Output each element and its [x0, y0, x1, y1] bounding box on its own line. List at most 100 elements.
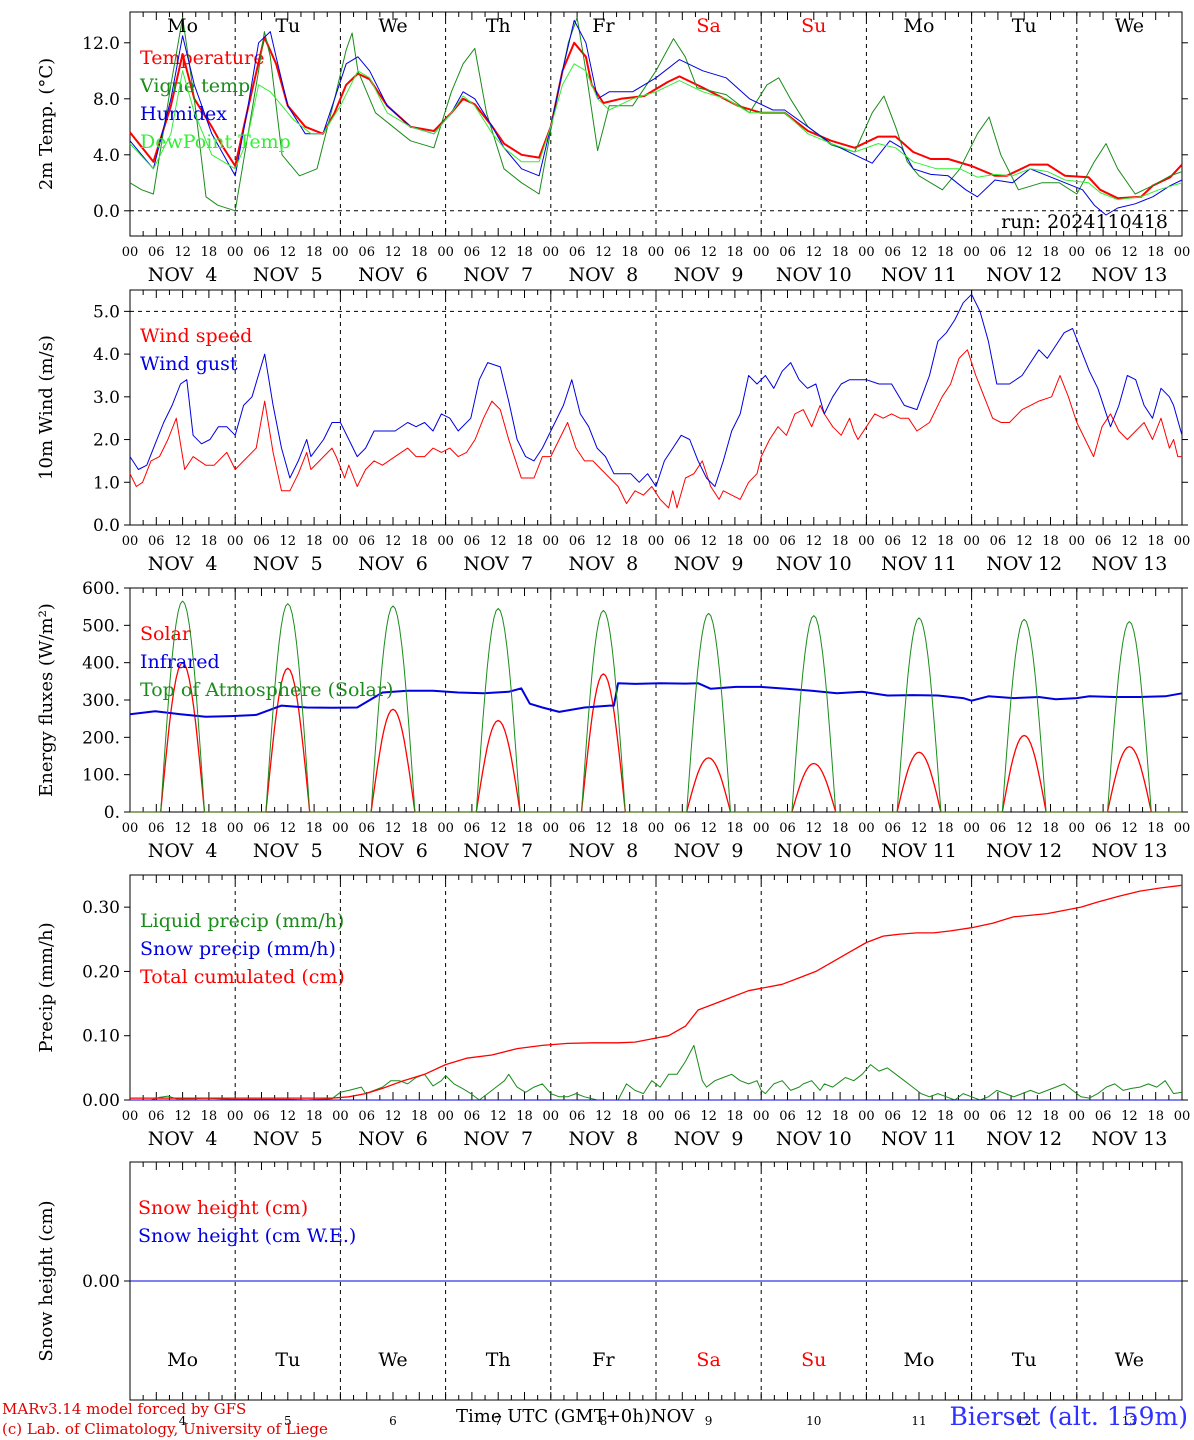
hour-tick-label: 06 [464, 534, 481, 549]
hour-tick-label: 18 [411, 1109, 428, 1124]
hour-tick-label: 00 [332, 1109, 349, 1124]
x-axis-title-text: Time UTC (GMT+0h) [456, 1406, 651, 1427]
day-number-label: 5 [284, 1414, 292, 1428]
hour-tick-label: 00 [858, 245, 875, 260]
day-name-label: Su [801, 15, 826, 37]
hour-tick-label: 06 [884, 1109, 901, 1124]
legend-snow-height-cm-w-e-: Snow height (cm W.E.) [138, 1225, 356, 1247]
lab-credit-line: (c) Lab. of Climatology, University of L… [2, 1420, 328, 1438]
x-axis-title: Time UTC (GMT+0h)NOV [456, 1406, 694, 1427]
hour-tick-label: 06 [1095, 1109, 1112, 1124]
hour-tick-label: 06 [569, 821, 586, 836]
hour-tick-label: 00 [543, 821, 560, 836]
hour-tick-label: 00 [122, 1109, 139, 1124]
hour-tick-label: 00 [1069, 821, 1086, 836]
panel-2: 0.0 1.0 2.0 3.0 4.0 5.0 10m Wind (m/s) Wind spe… [36, 289, 1190, 575]
date-label: NOV 4 [148, 840, 218, 862]
hour-tick-label: 00 [963, 1109, 980, 1124]
hour-tick-label: 06 [1095, 245, 1112, 260]
legend-snow-height-cm-: Snow height (cm) [138, 1197, 308, 1219]
date-label: NOV 12 [986, 840, 1062, 862]
hour-tick-label: 06 [148, 1109, 165, 1124]
date-label: NOV 7 [463, 1128, 533, 1150]
hour-tick-label: 18 [621, 245, 638, 260]
hour-tick-label: 18 [1147, 1109, 1164, 1124]
series-line-top-of-atmosphere-solar- [130, 600, 1182, 813]
y-tick-label: 0.30 [82, 898, 120, 918]
date-label: NOV 12 [986, 1128, 1062, 1150]
hour-tick-label: 06 [464, 245, 481, 260]
hour-tick-label: 18 [832, 1109, 849, 1124]
day-name-label: Mo [904, 15, 935, 37]
y-tick-label: 4.0 [93, 345, 120, 365]
series-line-temperature [129, 36, 1183, 200]
station-label: Bierset (alt. 159m) [949, 1402, 1188, 1431]
hour-tick-label: 18 [516, 821, 533, 836]
series-line-dewpoint-temp [129, 63, 1183, 201]
hour-tick-label: 18 [1042, 1109, 1059, 1124]
hour-tick-label: 06 [358, 534, 375, 549]
date-label: NOV 12 [986, 264, 1062, 286]
hour-tick-label: 18 [306, 1109, 323, 1124]
hour-tick-label: 18 [201, 1109, 218, 1124]
y-tick-label: 3.0 [93, 388, 120, 408]
hour-tick-label: 06 [884, 245, 901, 260]
date-label: NOV 10 [776, 553, 852, 575]
day-name-label: Fr [592, 1349, 615, 1371]
hour-tick-label: 00 [227, 534, 244, 549]
y-tick-label: 4.0 [93, 146, 120, 166]
y-axis-label: Energy fluxes (W/m²) [36, 603, 57, 797]
hour-tick-label: 00 [437, 534, 454, 549]
series-line-wind-gust [129, 293, 1183, 487]
hour-tick-label: 18 [201, 245, 218, 260]
hour-tick-label: 00 [1174, 821, 1191, 836]
hour-tick-label: 06 [464, 1109, 481, 1124]
hour-tick-label: 18 [832, 245, 849, 260]
hour-tick-label: 06 [358, 1109, 375, 1124]
hour-tick-label: 18 [621, 1109, 638, 1124]
hour-tick-label: 06 [990, 245, 1007, 260]
hour-tick-label: 00 [963, 821, 980, 836]
day-name-label: Sa [696, 15, 720, 37]
hour-tick-label: 12 [806, 534, 823, 549]
y-tick-label: 0.0 [93, 202, 120, 222]
hour-tick-label: 12 [280, 534, 297, 549]
legend-top-of-atmosphere-solar-: Top of Atmosphere (Solar) [140, 679, 393, 701]
hour-tick-label: 00 [332, 245, 349, 260]
hour-tick-label: 00 [1069, 534, 1086, 549]
hour-tick-label: 12 [174, 534, 191, 549]
hour-tick-label: 06 [253, 534, 270, 549]
hour-tick-label: 00 [648, 1109, 665, 1124]
y-tick-label: 5.0 [93, 302, 120, 322]
hour-tick-label: 00 [1174, 245, 1191, 260]
y-tick-label: 1.0 [93, 473, 120, 493]
date-label: NOV 7 [463, 553, 533, 575]
hour-tick-label: 00 [122, 245, 139, 260]
hour-tick-label: 00 [1174, 1109, 1191, 1124]
hour-tick-label: 06 [148, 245, 165, 260]
x-axis-unit: NOV [650, 1406, 695, 1427]
hour-tick-label: 18 [411, 534, 428, 549]
day-number-label: 13 [1122, 1414, 1137, 1428]
hour-tick-label: 12 [490, 1109, 507, 1124]
hour-tick-label: 12 [595, 245, 612, 260]
hour-tick-label: 18 [516, 534, 533, 549]
date-label: NOV 11 [881, 553, 957, 575]
hour-tick-label: 00 [227, 821, 244, 836]
model-credit-line: MARv3.14 model forced by GFS [2, 1400, 247, 1418]
y-tick-label: 200. [82, 728, 120, 748]
y-tick-label: 2.0 [93, 431, 120, 451]
hour-tick-label: 12 [595, 821, 612, 836]
hour-tick-label: 06 [464, 821, 481, 836]
date-label: NOV 9 [674, 264, 744, 286]
date-label: NOV 11 [881, 264, 957, 286]
hour-tick-label: 06 [990, 1109, 1007, 1124]
run-label: run: 2024110418 [1001, 211, 1168, 233]
y-tick-label: 500. [82, 616, 120, 636]
hour-tick-label: 06 [569, 245, 586, 260]
legend-wind-speed: Wind speed [140, 325, 252, 347]
date-label: NOV 13 [1091, 1128, 1167, 1150]
legend-total-cumulated-cm-: Total cumulated (cm) [140, 966, 345, 988]
y-tick-label: 0.00 [82, 1091, 120, 1111]
